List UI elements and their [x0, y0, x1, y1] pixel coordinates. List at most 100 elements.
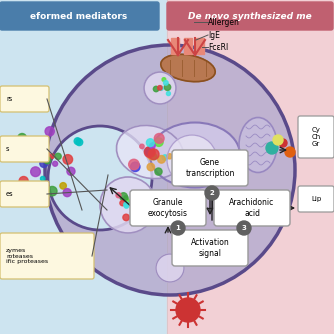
Bar [184, 38, 192, 54]
Circle shape [22, 191, 32, 201]
Text: Lip: Lip [311, 196, 321, 202]
Circle shape [116, 193, 121, 198]
Circle shape [266, 142, 278, 154]
Circle shape [67, 167, 75, 175]
Circle shape [124, 196, 128, 200]
Circle shape [19, 176, 28, 186]
Circle shape [63, 189, 71, 197]
Circle shape [205, 186, 219, 200]
Circle shape [100, 177, 156, 233]
Text: eformed mediators: eformed mediators [30, 11, 128, 20]
Text: Granule
exocytosis: Granule exocytosis [148, 198, 188, 218]
Circle shape [63, 155, 72, 164]
Circle shape [146, 139, 154, 147]
Circle shape [48, 126, 152, 230]
Circle shape [155, 138, 163, 146]
Circle shape [148, 149, 159, 160]
Circle shape [164, 80, 168, 85]
Circle shape [123, 214, 129, 221]
Circle shape [124, 204, 129, 208]
FancyBboxPatch shape [0, 86, 49, 112]
FancyBboxPatch shape [0, 136, 49, 162]
Circle shape [147, 163, 155, 171]
Circle shape [162, 77, 166, 81]
Circle shape [50, 154, 54, 158]
Circle shape [140, 144, 144, 149]
Circle shape [145, 147, 154, 156]
Circle shape [76, 139, 83, 146]
Circle shape [176, 298, 200, 322]
Circle shape [144, 208, 150, 213]
Circle shape [171, 221, 185, 235]
FancyBboxPatch shape [0, 233, 94, 279]
Circle shape [60, 183, 66, 189]
Circle shape [132, 199, 138, 204]
FancyBboxPatch shape [172, 150, 248, 186]
Text: zymes
roteases
ific proteases: zymes roteases ific proteases [6, 248, 48, 264]
FancyBboxPatch shape [167, 2, 333, 30]
Text: es: es [6, 191, 14, 197]
Circle shape [146, 148, 155, 156]
Text: 2: 2 [210, 190, 214, 196]
Circle shape [30, 194, 37, 200]
Circle shape [129, 159, 139, 170]
Circle shape [120, 193, 127, 200]
Text: Gene
transcription: Gene transcription [185, 158, 235, 178]
Circle shape [22, 153, 29, 160]
FancyBboxPatch shape [214, 190, 290, 226]
Circle shape [40, 176, 45, 181]
Circle shape [45, 127, 54, 136]
Text: IgE: IgE [208, 30, 220, 39]
Bar [0, 0, 167, 334]
Circle shape [166, 92, 170, 96]
Circle shape [285, 147, 295, 157]
Ellipse shape [161, 54, 215, 82]
FancyBboxPatch shape [298, 186, 334, 212]
Circle shape [153, 86, 159, 92]
Circle shape [279, 139, 287, 147]
FancyBboxPatch shape [172, 230, 248, 266]
Text: Arachidonic
acid: Arachidonic acid [229, 198, 275, 218]
Circle shape [144, 72, 176, 104]
FancyBboxPatch shape [0, 181, 49, 207]
Circle shape [167, 135, 217, 185]
Text: s: s [6, 146, 9, 152]
Text: FcεRI: FcεRI [208, 42, 228, 51]
Circle shape [159, 86, 163, 91]
Circle shape [158, 86, 162, 90]
Circle shape [47, 186, 57, 196]
Bar [196, 38, 204, 54]
Text: De novo synthesized me: De novo synthesized me [188, 11, 312, 20]
Circle shape [74, 138, 81, 145]
Ellipse shape [150, 123, 240, 187]
Circle shape [167, 154, 172, 159]
Circle shape [31, 167, 40, 177]
Text: rs: rs [6, 96, 12, 102]
Text: 3: 3 [241, 225, 246, 231]
Circle shape [133, 199, 137, 203]
Bar [167, 0, 334, 334]
Circle shape [237, 221, 251, 235]
Circle shape [272, 192, 288, 208]
Circle shape [151, 154, 157, 160]
Circle shape [120, 200, 125, 206]
Circle shape [131, 162, 140, 172]
Circle shape [148, 152, 156, 160]
Text: Cy
Ch
Gr: Cy Ch Gr [311, 127, 321, 147]
Circle shape [150, 143, 155, 149]
Circle shape [45, 45, 295, 295]
Circle shape [53, 161, 58, 166]
Circle shape [41, 149, 49, 158]
Circle shape [156, 254, 184, 282]
Circle shape [143, 203, 148, 208]
FancyBboxPatch shape [130, 190, 206, 226]
FancyBboxPatch shape [298, 116, 334, 158]
FancyBboxPatch shape [0, 2, 159, 30]
Text: 1: 1 [176, 225, 180, 231]
Circle shape [164, 84, 171, 91]
Bar [171, 38, 179, 54]
Circle shape [44, 157, 51, 164]
Circle shape [18, 134, 26, 142]
Ellipse shape [239, 118, 277, 172]
Text: Activation
signal: Activation signal [191, 238, 229, 258]
